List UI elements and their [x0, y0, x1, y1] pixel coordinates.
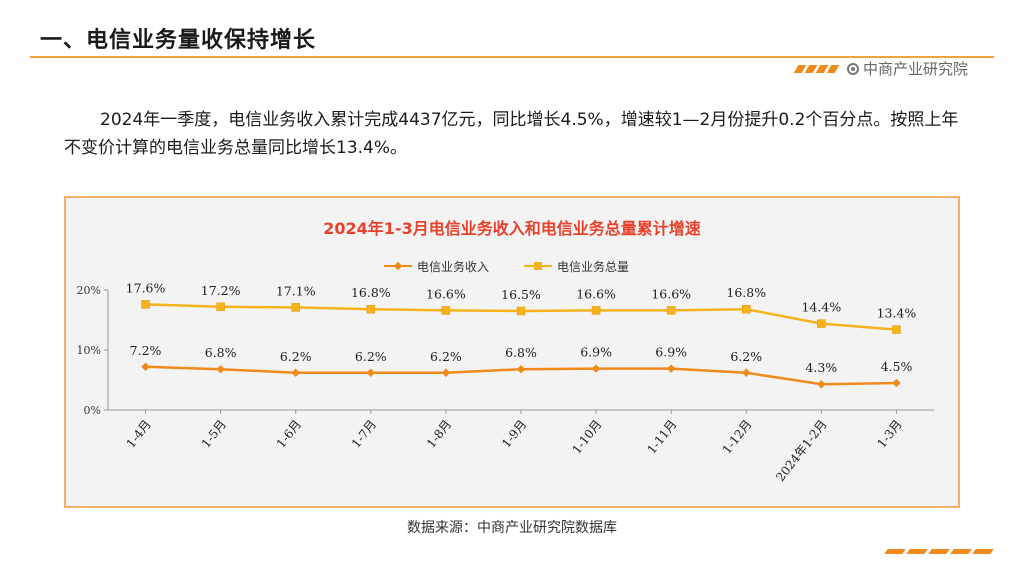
point-s1-5 [516, 306, 526, 316]
x-tick-label-3: 1-7月 [349, 417, 379, 450]
x-tick-label-1: 1-5月 [199, 417, 229, 450]
point-s1-4 [441, 306, 451, 315]
data-label-s1-7: 16.6% [651, 286, 691, 301]
data-label-s1-4: 16.6% [426, 286, 466, 301]
y-tick-label-2: 20% [77, 284, 101, 297]
point-s0-2 [291, 368, 300, 378]
legend-marker-0 [393, 261, 403, 271]
source-note: 数据来源：中商产业研究院数据库 [407, 520, 617, 536]
point-s1-7 [666, 306, 676, 315]
legend-marker-1 [534, 262, 542, 270]
point-s1-0 [141, 300, 150, 309]
body-paragraph: 2024年一季度，电信业务收入累计完成4437亿元，同比增长4.5%，增速较1—… [64, 110, 959, 158]
data-label-s0-10: 4.5% [881, 359, 913, 374]
point-s1-3 [366, 304, 376, 314]
data-label-s0-6: 6.9% [580, 345, 612, 360]
data-label-s1-3: 16.8% [351, 285, 391, 300]
brand-name: 中商产业研究院 [862, 60, 968, 78]
point-s0-5 [516, 364, 526, 374]
title-divider [30, 56, 994, 58]
data-label-s1-6: 16.6% [576, 286, 616, 301]
data-label-s0-5: 6.8% [505, 345, 537, 360]
legend-label-0: 电信业务收入 [417, 259, 489, 274]
point-s1-1 [216, 302, 225, 312]
point-s1-9 [817, 319, 826, 328]
point-s0-7 [666, 364, 676, 373]
legend-label-1: 电信业务总量 [557, 259, 629, 274]
x-tick-label-2: 1-6月 [274, 417, 304, 450]
point-s0-1 [216, 364, 225, 374]
data-label-s1-5: 16.5% [501, 287, 541, 302]
x-tick-label-10: 1-3月 [874, 417, 904, 450]
chart-title: 2024年1-3月电信业务收入和电信业务总量累计增速 [323, 219, 700, 238]
point-s0-6 [591, 364, 601, 373]
point-s0-10 [892, 378, 901, 388]
footer-stripes [884, 549, 994, 554]
data-label-s0-8: 6.2% [730, 349, 762, 364]
point-s0-8 [742, 368, 751, 378]
point-s0-9 [817, 379, 826, 389]
point-s1-8 [742, 304, 751, 314]
x-tick-label-9: 2024年1-2月 [773, 417, 830, 484]
data-label-s0-9: 4.3% [805, 360, 837, 375]
point-s1-6 [591, 306, 601, 315]
data-label-s1-10: 13.4% [877, 306, 917, 321]
data-label-s1-1: 17.2% [201, 283, 241, 298]
page-title: 一、电信业务量收保持增长 [40, 28, 317, 53]
data-label-s0-1: 6.8% [205, 345, 237, 360]
x-tick-label-7: 1-11月 [645, 417, 680, 456]
x-tick-label-6: 1-10月 [569, 417, 604, 456]
data-label-s1-8: 16.8% [726, 285, 766, 300]
point-s1-2 [291, 303, 300, 312]
data-label-s1-2: 17.1% [276, 283, 316, 298]
data-label-s1-9: 14.4% [802, 300, 842, 315]
brand-stripes [793, 64, 840, 73]
data-label-s0-0: 7.2% [130, 343, 162, 358]
y-tick-label-1: 10% [77, 344, 101, 357]
data-label-s0-3: 6.2% [355, 349, 387, 364]
y-tick-label-0: 0% [84, 404, 101, 417]
point-s0-3 [366, 368, 376, 378]
x-tick-label-4: 1-8月 [424, 417, 454, 450]
data-label-s1-0: 17.6% [126, 280, 166, 295]
point-s1-10 [892, 325, 901, 334]
chart-frame: 2024年1-3月电信业务收入和电信业务总量累计增速电信业务收入 电信业务总量 0%… [64, 196, 960, 508]
brand-logo-icon [846, 62, 859, 75]
data-label-s0-7: 6.9% [655, 345, 687, 360]
x-tick-label-5: 1-9月 [499, 417, 529, 450]
data-label-s0-4: 6.2% [430, 349, 462, 364]
data-label-s0-2: 6.2% [280, 349, 312, 364]
x-tick-label-0: 1-4月 [124, 417, 154, 450]
point-s0-0 [141, 362, 150, 372]
point-s0-4 [441, 368, 451, 378]
brand-area: 中商产业研究院 [793, 58, 968, 79]
x-tick-label-8: 1-12月 [720, 417, 755, 456]
